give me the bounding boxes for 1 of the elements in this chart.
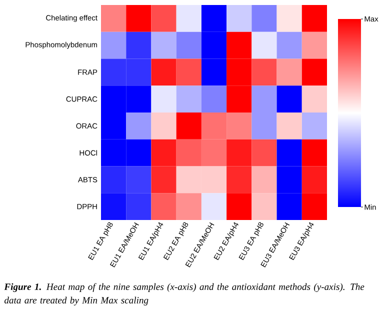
text: Figure 1. Heat map of the nine samples (x-axis) and the antioxidant methods (y-axis). The data are treated by Min Max scaling — [4, 283, 364, 306]
